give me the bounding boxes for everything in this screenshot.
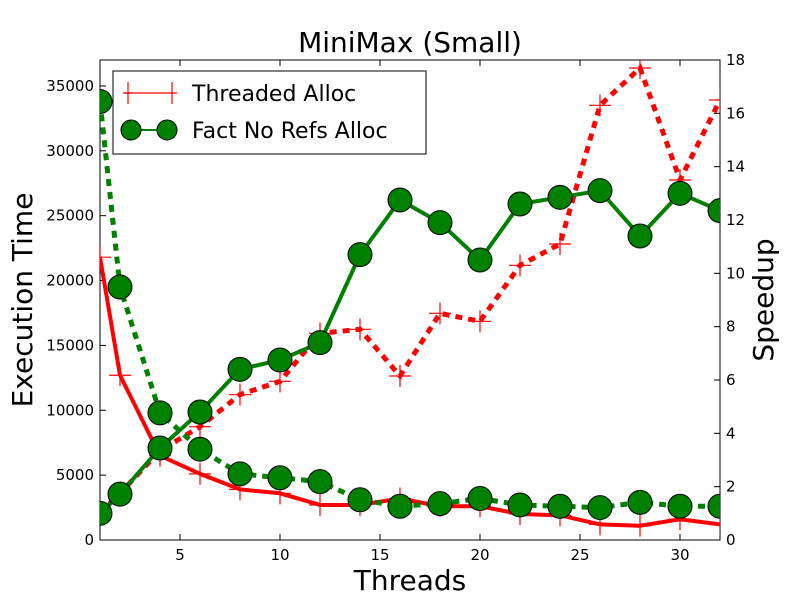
fact-no-refs-alloc-speedup-point — [587, 178, 613, 204]
legend-marker-fact-no-refs-alloc-left — [120, 119, 142, 141]
fact-no-refs-alloc-speedup-point — [667, 180, 693, 206]
fact-no-refs-alloc-speedup-point — [227, 356, 253, 382]
y2-tick-label: 6 — [726, 371, 736, 389]
y-tick-label: 35000 — [46, 77, 94, 95]
y2-tick-label: 2 — [726, 478, 736, 496]
fact-no-refs-alloc-speedup-point — [347, 242, 373, 268]
y2-tick-label: 12 — [726, 211, 745, 229]
y-tick-label: 25000 — [46, 207, 94, 225]
fact-no-refs-alloc-time-point — [387, 493, 413, 519]
fact-no-refs-alloc-speedup-point — [627, 223, 653, 249]
y-tick-label: 10000 — [46, 401, 94, 419]
x-tick-label: 30 — [670, 546, 689, 564]
x-tick-label: 20 — [470, 546, 489, 564]
plot-area — [99, 59, 721, 541]
legend-label-threaded-alloc: Threaded Alloc — [191, 82, 356, 107]
fact-no-refs-alloc-time-point — [347, 487, 373, 513]
fact-no-refs-alloc-time-point — [227, 461, 253, 487]
legend-marker-fact-no-refs-alloc-right — [156, 119, 178, 141]
fact-no-refs-alloc-time-point — [467, 485, 493, 511]
fact-no-refs-alloc-speedup-point — [107, 481, 133, 507]
axis-ticks: 5 10 15 20 25 3005000100001500020000250003000… — [46, 51, 745, 564]
y-tick-label: 15000 — [46, 336, 94, 354]
fact-no-refs-alloc-speedup-point — [507, 191, 533, 217]
fact-no-refs-alloc-time-point — [707, 493, 720, 519]
legend-entry-threaded-alloc: Threaded Alloc — [123, 82, 356, 107]
fact-no-refs-alloc-time-point — [307, 469, 333, 495]
fact-no-refs-alloc-time-point — [587, 495, 613, 521]
y2-tick-label: 16 — [726, 104, 745, 122]
fact-no-refs-alloc-time-point — [187, 436, 213, 462]
fact-no-refs-alloc-speedup-point — [707, 198, 720, 224]
fact-no-refs-alloc-speedup-point — [267, 347, 293, 373]
fact-no-refs-alloc-time-point — [100, 89, 113, 115]
y-tick-label: 5000 — [56, 466, 94, 484]
x-axis-label: Threads — [353, 564, 467, 597]
fact-no-refs-alloc-speedup-point — [387, 187, 413, 213]
y2-tick-label: 14 — [726, 158, 745, 176]
x-tick-label: 5 — [175, 546, 185, 564]
y-axis-label: Execution Time — [6, 193, 39, 408]
fact-no-refs-alloc-speedup-point — [467, 247, 493, 273]
fact-no-refs-alloc-time-point — [107, 274, 133, 300]
fact-no-refs-alloc-speedup-line — [100, 188, 720, 515]
legend-label-fact-no-refs-alloc: Fact No Refs Alloc — [192, 119, 388, 144]
y2-tick-label: 10 — [726, 264, 745, 282]
chart-title: MiniMax (Small) — [298, 26, 522, 59]
x-tick-label: 10 — [270, 546, 289, 564]
series-layer — [100, 60, 720, 537]
y2-tick-label: 18 — [726, 51, 745, 69]
x-tick-label: 25 — [570, 546, 589, 564]
y2-tick-label: 0 — [726, 531, 736, 549]
y2-axis-label: Speedup — [747, 238, 780, 361]
fact-no-refs-alloc-speedup-point — [547, 184, 573, 210]
series-group — [100, 60, 720, 537]
fact-no-refs-alloc-time-point — [427, 491, 453, 517]
y-tick-label: 20000 — [46, 272, 94, 290]
fact-no-refs-alloc-speedup-point — [187, 399, 213, 425]
x-tick-label: 15 — [370, 546, 389, 564]
y-tick-label: 30000 — [46, 142, 94, 160]
fact-no-refs-alloc-time-point — [547, 493, 573, 519]
fact-no-refs-alloc-time-point — [507, 492, 533, 518]
threaded-alloc-time-line — [100, 256, 720, 528]
y2-tick-label: 4 — [726, 424, 736, 442]
fact-no-refs-alloc-speedup-point — [147, 435, 173, 461]
legend: Threaded Alloc Fact No Refs Alloc — [112, 70, 427, 155]
fact-no-refs-alloc-speedup-point — [100, 500, 113, 526]
fact-no-refs-alloc-time-point — [627, 489, 653, 515]
fact-no-refs-alloc-time-point — [267, 465, 293, 491]
y-tick-label: 0 — [84, 531, 94, 549]
fact-no-refs-alloc-speedup-point — [307, 330, 333, 356]
fact-no-refs-alloc-time-point — [147, 400, 173, 426]
fact-no-refs-alloc-time-point — [667, 493, 693, 519]
y2-tick-label: 8 — [726, 318, 736, 336]
fact-no-refs-alloc-time-line — [100, 101, 720, 511]
legend-entry-fact-no-refs-alloc: Fact No Refs Alloc — [120, 119, 388, 144]
fact-no-refs-alloc-speedup-point — [427, 210, 453, 236]
